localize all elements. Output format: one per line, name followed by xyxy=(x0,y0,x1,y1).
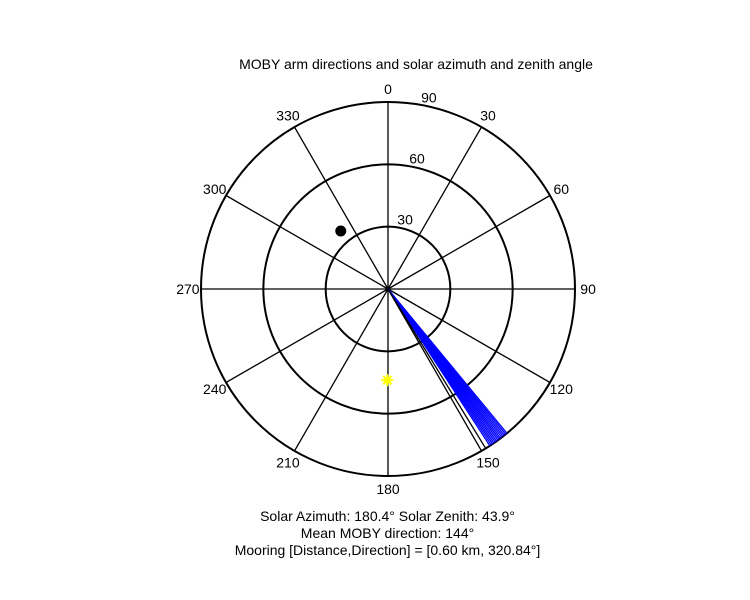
radial-tick-label: 30 xyxy=(397,212,413,228)
angle-tick-label: 60 xyxy=(553,181,569,197)
sun-position-marker xyxy=(381,374,394,387)
polar-grid xyxy=(200,101,576,477)
axis-labels: 0 30 60 90 120 150 180 210 240 270 300 330 30 60 90 xyxy=(176,81,596,497)
spoke-line xyxy=(293,288,389,452)
solar-info-text: Solar Azimuth: 180.4° Solar Zenith: 43.9… xyxy=(260,508,515,524)
moby-arm-line xyxy=(387,288,491,447)
mooring-position-marker xyxy=(335,225,347,237)
sun-marker-center xyxy=(383,376,391,384)
angle-tick-label: 180 xyxy=(376,481,400,497)
angle-tick-label: 300 xyxy=(203,181,227,197)
spoke-line xyxy=(387,194,551,290)
radial-tick-label: 60 xyxy=(409,151,425,167)
reference-direction-line xyxy=(387,288,487,449)
mean-direction-text: Mean MOBY direction: 144° xyxy=(300,525,475,541)
spoke-line xyxy=(225,194,389,290)
angle-tick-label: 0 xyxy=(384,81,392,97)
angle-tick-label: 240 xyxy=(203,381,227,397)
chart-title: MOBY arm directions and solar azimuth an… xyxy=(239,56,593,72)
angle-tick-label: 120 xyxy=(550,381,574,397)
angle-tick-label: 210 xyxy=(276,454,300,470)
spoke-line xyxy=(387,288,483,452)
angle-tick-label: 150 xyxy=(476,454,500,470)
radial-tick-label: 90 xyxy=(421,89,437,105)
spoke-line xyxy=(387,126,483,290)
angle-tick-label: 90 xyxy=(580,281,596,297)
angle-tick-label: 330 xyxy=(276,108,300,124)
mooring-info-text: Mooring [Distance,Direction] = [0.60 km,… xyxy=(234,542,541,558)
angle-tick-label: 270 xyxy=(176,281,200,297)
spoke-line xyxy=(293,126,389,290)
angle-tick-label: 30 xyxy=(480,108,496,124)
spoke-line xyxy=(387,288,551,384)
spoke-line xyxy=(225,288,389,384)
data-marks xyxy=(335,225,508,449)
